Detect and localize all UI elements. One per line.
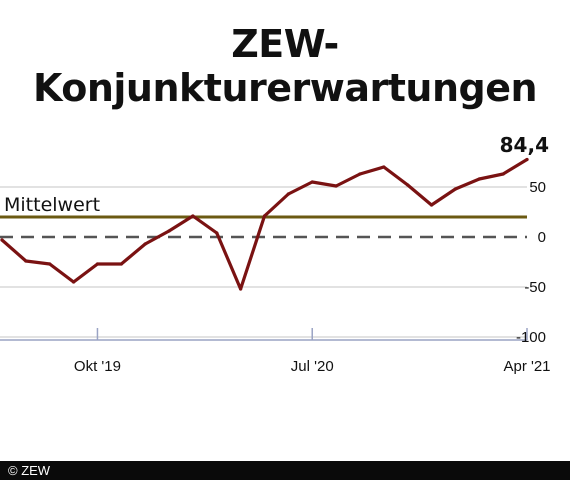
data-point — [239, 287, 243, 291]
x-tick-label: Jul '20 — [291, 358, 334, 375]
line-chart: 50 0 -50 -100 Mittelwert 84,4 Okt '19 Jul '20 Ap… — [0, 133, 551, 375]
data-point — [358, 172, 362, 176]
series-layer — [0, 157, 529, 291]
data-point — [167, 229, 171, 233]
data-point — [48, 262, 52, 266]
grid-layer — [0, 186, 527, 338]
data-point — [477, 177, 481, 181]
data-point — [382, 165, 386, 169]
axis-layer — [0, 328, 528, 341]
data-point — [310, 180, 314, 184]
chart-title: ZEW-Konjunkturerwartungen — [32, 22, 538, 110]
data-point — [429, 203, 434, 207]
data-point — [525, 157, 529, 162]
data-point — [191, 214, 195, 218]
y-tick-label: 0 — [538, 229, 546, 246]
y-tick-label: -50 — [524, 279, 546, 296]
label-layer: 50 0 -50 -100 Mittelwert 84,4 Okt '19 Jul '20 Ap… — [4, 133, 551, 375]
data-point — [95, 262, 100, 266]
data-point — [0, 238, 4, 242]
mean-label: Mittelwert — [4, 194, 100, 216]
data-point — [24, 259, 28, 263]
data-point — [71, 280, 76, 284]
data-point — [406, 183, 410, 187]
data-point — [262, 214, 267, 218]
copyright-bar: © ZEW — [0, 461, 570, 480]
x-tick-label: Apr '21 — [503, 358, 550, 375]
y-tick-label: -100 — [516, 329, 546, 346]
copyright-text: © ZEW — [8, 463, 51, 478]
data-point — [334, 184, 338, 188]
end-value-label: 84,4 — [500, 133, 549, 157]
data-point — [453, 187, 458, 191]
data-point — [215, 231, 219, 235]
data-point — [119, 262, 123, 266]
data-point — [501, 172, 505, 176]
data-point — [143, 242, 147, 246]
data-point — [286, 192, 290, 196]
series-line — [0, 157, 529, 291]
y-tick-label: 50 — [529, 179, 546, 196]
x-tick-label: Okt '19 — [74, 358, 121, 375]
